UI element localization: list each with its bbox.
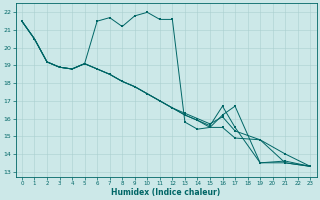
X-axis label: Humidex (Indice chaleur): Humidex (Indice chaleur) — [111, 188, 221, 197]
